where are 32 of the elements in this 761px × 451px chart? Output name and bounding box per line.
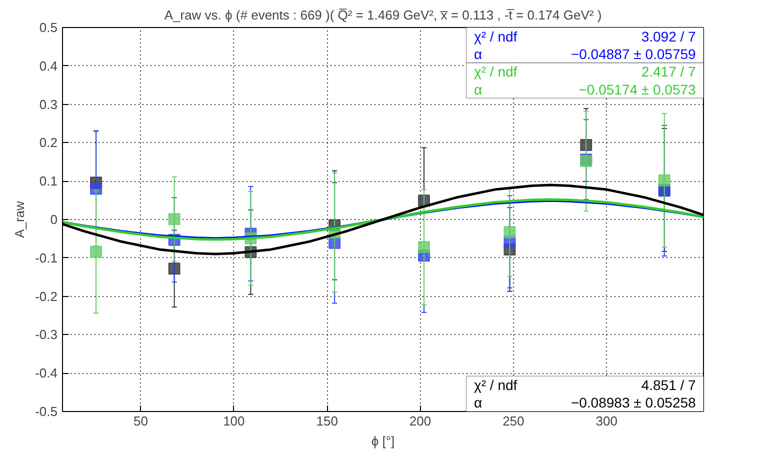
y-tick-label: -0.1: [35, 250, 58, 266]
x-tick-label: 250: [502, 414, 524, 428]
x-tick-label: 50: [134, 414, 148, 428]
y-axis-title: A_raw: [12, 200, 28, 238]
annotation: 2.417 / 7: [641, 64, 696, 80]
y-tick-label: -0.3: [35, 327, 58, 342]
y-tick-label: 0.5: [39, 20, 58, 35]
y-tick-label: 0.4: [39, 58, 58, 74]
x-tick-label: 300: [596, 414, 618, 428]
y-tick-label: -0.2: [35, 288, 58, 304]
annotation: 4.851 / 7: [641, 377, 696, 394]
annotation: α: [474, 394, 482, 411]
y-tick-label: 0: [50, 212, 58, 227]
annotation: χ² / ndf: [474, 28, 518, 44]
annotation: α: [474, 46, 482, 62]
annotation: α: [474, 81, 482, 98]
chart-title: A_raw vs. ϕ (# events : 669 )( Q̅² = 1.469 GeV², x̅ = 0.113 , -t̅ = 0.174 GeV² ): [164, 8, 602, 22]
annotation: 3.092 / 7: [641, 28, 696, 44]
y-tick-label: -0.5: [35, 404, 58, 419]
x-tick-label: 100: [223, 414, 245, 428]
y-tick-label: 0.2: [39, 135, 58, 150]
y-tick-label: 0.3: [39, 96, 58, 112]
x-axis-title: ϕ [°]: [371, 434, 395, 448]
annotation: −0.04887 ± 0.05759: [570, 46, 696, 62]
annotation: −0.08983 ± 0.05258: [570, 394, 696, 411]
y-tick-label: 0.1: [39, 174, 58, 189]
y-tick-label: -0.4: [35, 366, 58, 381]
x-tick-label: 200: [409, 414, 432, 428]
annotation: −0.05174 ± 0.0573: [578, 81, 696, 98]
annotation: χ² / ndf: [474, 377, 518, 394]
x-tick-label: 150: [316, 414, 338, 428]
annotation: χ² / ndf: [474, 64, 518, 80]
